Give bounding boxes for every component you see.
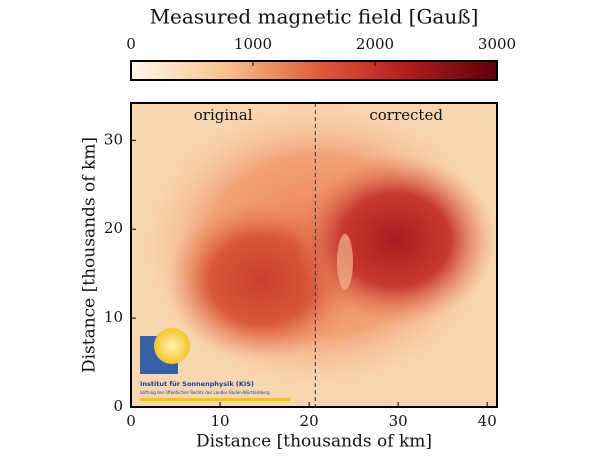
colorbar-tick-label: 3000 — [478, 35, 516, 53]
y-tick-label: 10 — [104, 308, 123, 326]
x-tick-label: 10 — [211, 412, 230, 430]
x-axis-label: Distance [thousands of km] — [196, 432, 432, 452]
y-tick-label: 30 — [104, 130, 123, 148]
heatmap-image — [131, 103, 497, 407]
y-tick-label: 0 — [113, 397, 123, 415]
logo-name: Institut für Sonnenphysik (KIS) — [140, 380, 254, 388]
colorbar-tick-label: 0 — [126, 35, 136, 53]
y-tick-label: 20 — [104, 219, 123, 237]
chart-title: Measured magnetic field [Gauß] — [150, 5, 479, 29]
panel-label: original — [194, 106, 253, 124]
logo-subtitle: Stiftung des öffentlichen Rechts des Lan… — [140, 390, 270, 395]
colorbar-tick-label: 2000 — [356, 35, 394, 53]
x-tick-label: 0 — [126, 412, 136, 430]
colorbar — [130, 60, 498, 81]
panel-label: corrected — [369, 106, 443, 124]
colorbar-tick-label: 1000 — [234, 35, 272, 53]
x-tick-label: 40 — [478, 412, 497, 430]
plot-frame — [130, 102, 498, 408]
x-tick-label: 20 — [300, 412, 319, 430]
y-axis-label: Distance [thousands of km] — [80, 137, 100, 373]
logo: Institut für Sonnenphysik (KIS) Stiftung… — [140, 328, 290, 401]
x-tick-label: 30 — [389, 412, 408, 430]
